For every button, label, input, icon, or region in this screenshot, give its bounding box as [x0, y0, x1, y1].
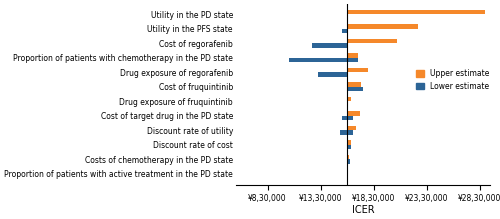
Bar — [347, 24, 418, 29]
Bar — [347, 155, 349, 159]
Bar — [347, 97, 352, 101]
Bar — [340, 130, 347, 135]
Bar — [347, 68, 368, 72]
Bar — [347, 145, 352, 150]
Bar — [288, 58, 347, 62]
Bar — [318, 72, 347, 77]
Bar — [347, 111, 360, 116]
Bar — [347, 39, 397, 43]
Bar — [347, 116, 354, 120]
Bar — [347, 159, 350, 164]
Bar — [347, 53, 358, 58]
Bar — [312, 43, 347, 48]
Bar — [347, 87, 363, 92]
Bar — [347, 82, 361, 87]
Bar — [347, 58, 358, 62]
Bar — [342, 116, 347, 120]
Bar — [347, 126, 356, 130]
Bar — [342, 29, 347, 34]
Bar — [347, 140, 352, 145]
X-axis label: ICER: ICER — [352, 205, 374, 215]
Bar — [347, 130, 354, 135]
Bar — [347, 169, 348, 174]
Legend: Upper estimate, Lower estimate: Upper estimate, Lower estimate — [416, 69, 489, 91]
Bar — [347, 10, 485, 14]
Bar — [347, 174, 348, 178]
